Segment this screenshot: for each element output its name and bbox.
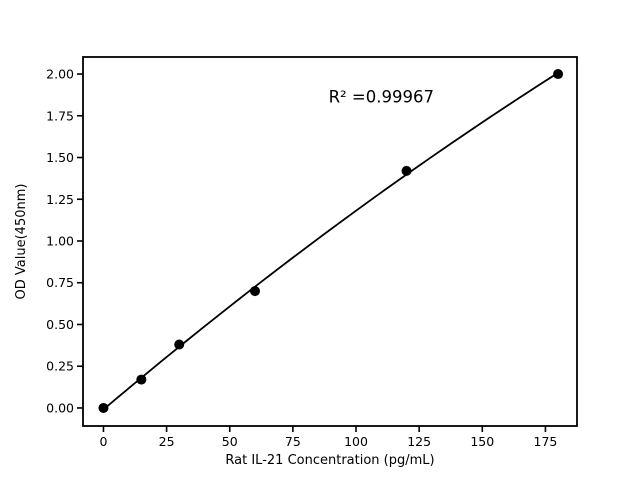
y-tick-label: 2.00 [46,67,74,82]
y-axis-label: OD Value(450nm) [14,184,29,300]
x-axis-label: Rat IL-21 Concentration (pg/mL) [225,453,434,468]
y-tick-label: 1.50 [46,150,74,165]
y-tick-label: 1.75 [46,108,74,123]
y-tick-label: 1.25 [46,192,74,207]
plot-area [83,57,577,426]
data-points-layer [98,69,564,413]
data-point-marker [98,402,109,413]
data-point-marker [553,69,564,80]
x-tick-label: 50 [222,434,238,449]
x-tick-label: 175 [534,434,558,449]
axis-ticks: 0 25 50 75 100 125 150 175 0.00 0.25 0.50 0.75 1.00 1… [46,67,557,449]
r-squared-annotation: R² =0.99967 [329,87,434,106]
data-point-marker [136,374,147,385]
y-tick-label: 0.50 [46,317,74,332]
y-tick-label: 0.00 [46,400,74,415]
x-tick-label: 100 [344,434,368,449]
y-tick-label: 0.75 [46,275,74,290]
x-tick-label: 150 [470,434,494,449]
data-point-marker [401,165,412,176]
data-point-marker [249,286,260,297]
x-tick-label: 75 [285,434,301,449]
x-tick-label: 125 [407,434,431,449]
data-point-marker [174,339,185,350]
axes-frame [82,56,578,427]
y-tick-label: 0.25 [46,359,74,374]
x-tick-label: 0 [99,434,107,449]
x-tick-label: 25 [159,434,175,449]
y-tick-label: 1.00 [46,233,74,248]
